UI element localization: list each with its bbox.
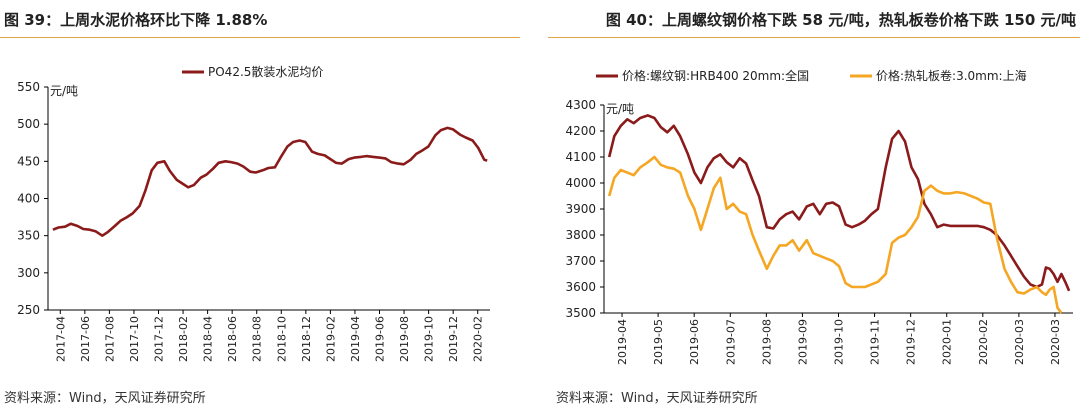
right-chart-title: 图 40：上周螺纹钢价格下跌 58 元/吨，热轧板卷价格下跌 150 元/吨 [605,11,1076,29]
right-x-tick-label: 2019-07 [724,319,737,365]
right-y-tick-label: 3700 [565,254,596,268]
left-x-tick-label: 2017-04 [54,316,67,362]
left-chart-title: 图 39：上周水泥价格环比下降 1.88% [4,11,268,29]
right-unit-label: 元/吨 [606,102,634,116]
left-x-tick-label: 2017-08 [103,316,116,362]
left-x-tick-label: 2019-06 [374,316,387,362]
right-y-tick-label: 4100 [565,150,596,164]
right-chart-panel: 图 40：上周螺纹钢价格下跌 58 元/吨，热轧板卷价格下跌 150 元/吨 3… [548,0,1080,417]
right-title-rule [548,37,1080,38]
left-y-tick-label: 300 [17,266,40,280]
right-x-tick-label: 2019-12 [905,319,918,365]
left-unit-label: 元/吨 [50,84,78,98]
left-x-tick-label: 2019-02 [324,316,337,362]
left-x-tick-label: 2019-04 [349,316,362,362]
right-y-tick-label: 4000 [565,176,596,190]
left-y-tick-label: 350 [17,229,40,243]
right-legend-label: 价格:螺纹钢:HRB400 20mm:全国 [622,68,809,83]
left-x-tick-label: 2017-10 [128,316,141,362]
left-chart-panel: 图 39：上周水泥价格环比下降 1.88% 250 300 350 400 450 500… [0,0,520,417]
left-y-tick-label: 250 [17,303,40,317]
left-title-rule [0,37,520,38]
left-series-line-1 [52,126,488,237]
right-chart-source: 资料来源：Wind，天风证券研究所 [556,391,758,406]
right-y-tick-label: 4200 [565,124,596,138]
right-chart-svg: 3500 3600 3700 3800 3900 4000 4100 4200 4300 元/吨 2… [565,68,1073,365]
right-x-tick-label: 2019-04 [616,319,629,365]
left-x-tick-label: 2017-12 [153,316,166,362]
right-x-tick-label: 2020-01 [941,319,954,365]
right-x-tick-label: 2020-03 [1013,319,1026,365]
right-legend-label: 价格:热轧板卷:3.0mm:上海 [876,68,1027,83]
right-x-tick-label: 2019-11 [869,319,882,365]
left-x-tick-label: 2019-12 [447,316,460,362]
left-y-tick-label: 500 [17,117,40,131]
right-x-tick-label: 2019-09 [796,319,809,365]
left-x-tick-label: 2018-12 [300,316,313,362]
right-y-tick-label: 3600 [565,280,596,294]
left-x-tick-label: 2018-08 [251,316,264,362]
left-x-tick-label: 2019-10 [423,316,436,362]
right-x-tick-label: 2020-03 [1049,319,1062,365]
left-chart-source: 资料来源：Wind，天风证券研究所 [4,391,206,406]
left-y-tick-label: 550 [17,80,40,94]
left-legend-label: PO42.5散装水泥均价 [208,64,323,79]
left-x-tick-label: 2018-02 [177,316,190,362]
left-x-tick-label: 2018-10 [275,316,288,362]
right-x-tick-label: 2020-02 [977,319,990,365]
left-x-tick-label: 2020-02 [472,316,485,362]
right-series-line-1 [607,114,1071,292]
right-x-tick-label: 2019-06 [688,319,701,365]
left-x-tick-label: 2017-06 [79,316,92,362]
right-x-tick-label: 2019-08 [760,319,773,365]
right-y-tick-label: 4300 [565,98,596,112]
left-y-tick-label: 450 [17,154,40,168]
right-series-line-2 [607,155,1063,314]
left-chart-svg: 250 300 350 400 450 500 550 元/吨 2017-04 2017-06 20… [17,64,490,362]
left-x-tick-label: 2018-04 [202,316,215,362]
right-y-tick-label: 3800 [565,228,596,242]
right-x-tick-label: 2019-05 [652,319,665,365]
left-x-tick-label: 2019-08 [398,316,411,362]
left-y-tick-label: 400 [17,192,40,206]
right-y-tick-label: 3900 [565,202,596,216]
right-y-tick-label: 3500 [565,306,596,320]
right-x-tick-label: 2019-10 [833,319,846,365]
left-x-tick-label: 2018-06 [226,316,239,362]
